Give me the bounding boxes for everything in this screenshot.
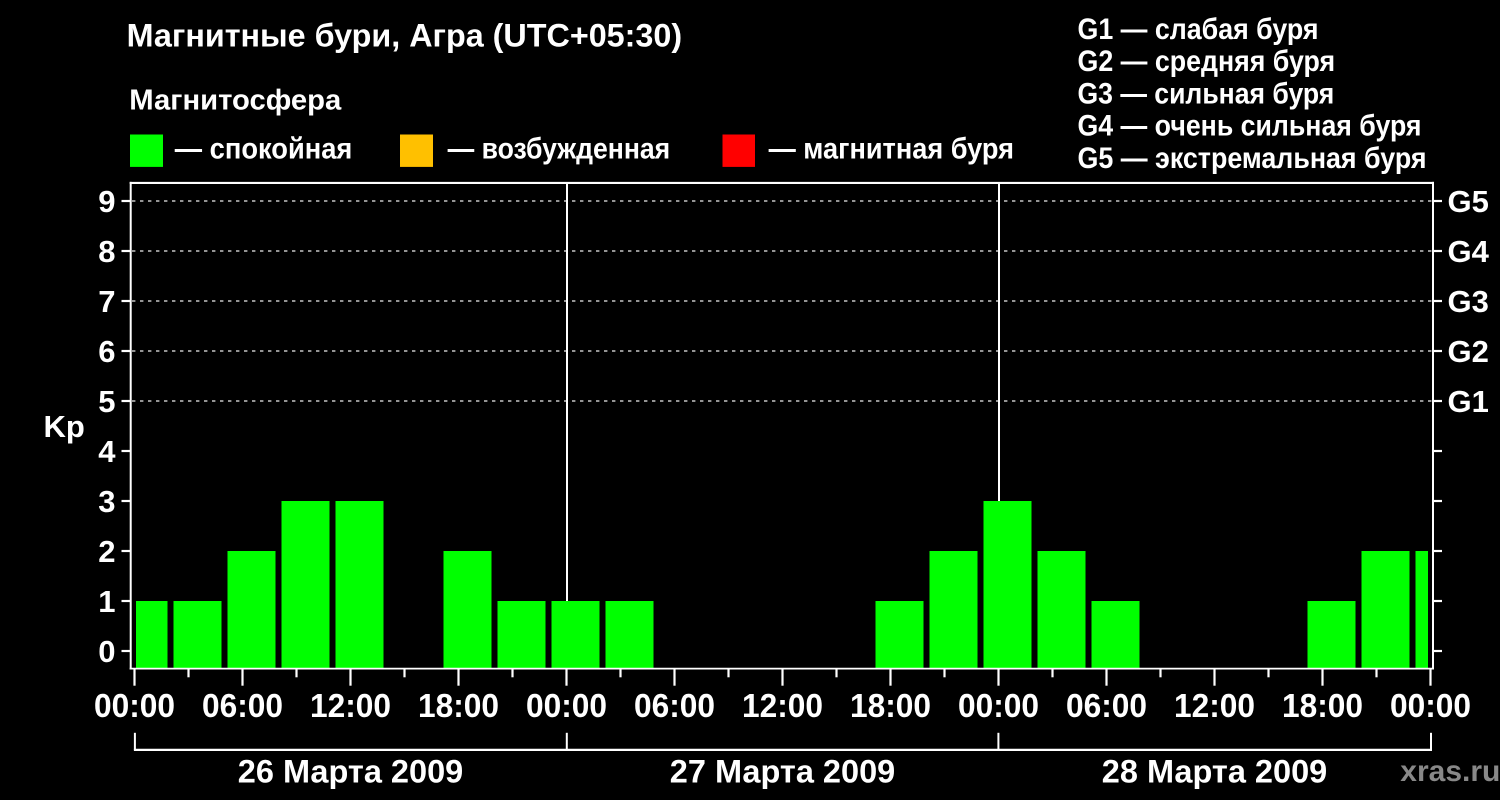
svg-text:18:00: 18:00 [418, 687, 499, 724]
svg-text:00:00: 00:00 [958, 687, 1039, 724]
svg-text:G1 — слабая буря: G1 — слабая буря [1078, 13, 1319, 46]
svg-text:Магнитосфера: Магнитосфера [129, 85, 342, 117]
svg-text:06:00: 06:00 [1066, 687, 1147, 724]
svg-text:00:00: 00:00 [94, 687, 175, 724]
svg-text:— возбужденная: — возбужденная [448, 133, 671, 166]
svg-text:G5 — экстремальная буря: G5 — экстремальная буря [1078, 142, 1427, 175]
svg-text:26 Марта 2009: 26 Марта 2009 [238, 754, 463, 790]
svg-text:06:00: 06:00 [202, 687, 283, 724]
svg-text:G5: G5 [1448, 184, 1489, 219]
svg-text:7: 7 [98, 284, 115, 319]
svg-text:xras.ru: xras.ru [1400, 755, 1500, 788]
svg-text:4: 4 [98, 434, 116, 469]
svg-text:18:00: 18:00 [850, 687, 931, 724]
svg-text:28 Марта 2009: 28 Марта 2009 [1102, 754, 1327, 790]
svg-text:G3 — сильная буря: G3 — сильная буря [1078, 77, 1335, 110]
svg-text:Kp: Kp [44, 409, 85, 444]
svg-text:G2: G2 [1448, 334, 1489, 369]
svg-text:G2 — средняя буря: G2 — средняя буря [1078, 45, 1336, 78]
svg-text:Магнитные бури, Агра (UTC+05:3: Магнитные бури, Агра (UTC+05:30) [127, 18, 683, 54]
svg-text:27 Марта 2009: 27 Марта 2009 [670, 754, 895, 790]
svg-text:G4 — очень сильная буря: G4 — очень сильная буря [1078, 110, 1422, 143]
svg-text:G4: G4 [1448, 234, 1490, 269]
svg-text:8: 8 [98, 234, 115, 269]
svg-text:0: 0 [98, 634, 115, 669]
svg-text:12:00: 12:00 [310, 687, 391, 724]
svg-text:6: 6 [98, 334, 115, 369]
svg-text:G3: G3 [1448, 284, 1489, 319]
svg-text:12:00: 12:00 [1174, 687, 1255, 724]
svg-text:9: 9 [98, 184, 115, 219]
svg-text:2: 2 [98, 534, 115, 569]
svg-text:3: 3 [98, 484, 115, 519]
svg-text:18:00: 18:00 [1282, 687, 1363, 724]
svg-text:00:00: 00:00 [526, 687, 607, 724]
svg-text:00:00: 00:00 [1390, 687, 1471, 724]
svg-text:5: 5 [98, 384, 115, 419]
svg-text:— спокойная: — спокойная [175, 133, 352, 166]
svg-text:G1: G1 [1448, 384, 1489, 419]
svg-text:06:00: 06:00 [634, 687, 715, 724]
svg-text:— магнитная буря: — магнитная буря [769, 133, 1014, 166]
svg-text:1: 1 [98, 584, 115, 619]
svg-text:12:00: 12:00 [742, 687, 823, 724]
